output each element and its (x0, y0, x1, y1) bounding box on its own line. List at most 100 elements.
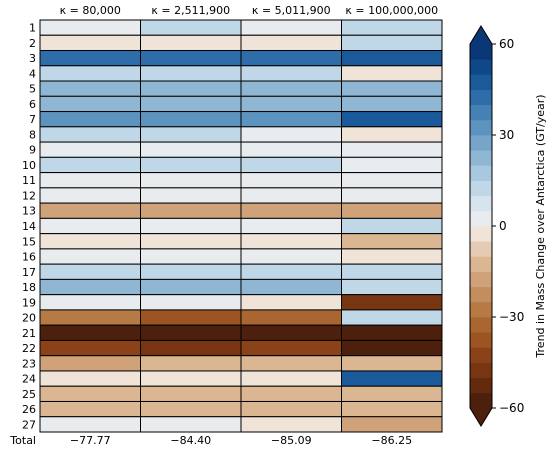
row-label: 26 (22, 403, 36, 416)
heatmap-cell (140, 202, 242, 219)
colorbar-extend-min (470, 408, 492, 426)
heatmap-cell (39, 339, 141, 357)
heatmap-cell (240, 141, 342, 158)
heatmap-cell (39, 278, 141, 296)
heatmap-cell (140, 34, 242, 52)
heatmap-cell (240, 339, 342, 357)
heatmap-cell (341, 248, 443, 265)
heatmap-cell (39, 172, 141, 189)
heatmap-cell (140, 80, 242, 97)
row-label: 22 (22, 342, 36, 355)
heatmap-cell (140, 309, 242, 326)
heatmap-cell (39, 50, 141, 67)
total-value: −85.09 (271, 434, 312, 447)
row-label: 19 (22, 296, 36, 309)
heatmap-cell (240, 95, 342, 113)
heatmap-cell (39, 233, 141, 250)
heatmap-cell (140, 111, 242, 128)
heatmap-cell (39, 19, 141, 36)
heatmap-cell (341, 309, 443, 326)
heatmap-cell (341, 50, 443, 67)
row-label: 7 (29, 113, 36, 126)
heatmap-cell (240, 324, 342, 341)
row-label: 17 (22, 266, 36, 279)
colorbar-tick-label: 30 (499, 128, 514, 142)
column-header: κ = 80,000 (60, 4, 121, 17)
heatmap-cell (341, 294, 443, 311)
heatmap-cell (39, 416, 141, 433)
heatmap-cell (341, 355, 443, 372)
heatmap-cell (140, 248, 242, 265)
heatmap-cell (39, 217, 141, 235)
heatmap-cell (240, 385, 342, 402)
colorbar-tick-label: 60 (499, 37, 514, 51)
heatmap-cell (341, 111, 443, 128)
column-header: κ = 100,000,000 (345, 4, 438, 17)
heatmap-cell (240, 400, 342, 418)
heatmap-cell (39, 248, 141, 265)
colorbar: 60 30 0 −30 −60 (469, 25, 524, 427)
row-label: 27 (22, 418, 36, 431)
heatmap-cell (240, 217, 342, 235)
heatmap-cell (240, 233, 342, 250)
column-header: κ = 5,011,900 (252, 4, 331, 17)
heatmap-cell (140, 278, 242, 296)
row-label: 8 (29, 128, 36, 141)
row-label: 21 (22, 327, 36, 340)
colorbar-segment (470, 150, 492, 166)
heatmap-cell (39, 187, 141, 204)
row-label: 9 (29, 144, 36, 157)
heatmap-cell (341, 370, 443, 387)
totals-row: Total −77.77 −84.40 −85.09 −86.25 (9, 434, 412, 447)
heatmap-cell (341, 34, 443, 52)
heatmap-cell (140, 324, 242, 341)
heatmap-cell (140, 370, 242, 387)
heatmap-cells (39, 19, 443, 433)
row-label: 15 (22, 235, 36, 248)
heatmap-cell (39, 309, 141, 326)
heatmap-cell (39, 111, 141, 128)
heatmap-cell (240, 19, 342, 36)
colorbar-segment (470, 74, 492, 90)
colorbar-extend-max (470, 26, 492, 44)
colorbar-segment (470, 241, 492, 257)
heatmap-cell (341, 278, 443, 296)
heatmap-cell (240, 309, 342, 326)
colorbar-tick-label: 0 (499, 219, 507, 233)
heatmap-cell (39, 65, 141, 82)
heatmap-cell (341, 324, 443, 341)
heatmap-cell (39, 385, 141, 402)
heatmap-cell (240, 111, 342, 128)
row-label: 14 (22, 220, 36, 233)
heatmap-cell (39, 202, 141, 219)
heatmap-cell (240, 80, 342, 97)
colorbar-segment (470, 59, 492, 75)
heatmap-cell (240, 126, 342, 143)
heatmap-cell (140, 126, 242, 143)
heatmap-cell (240, 50, 342, 67)
row-label: 1 (29, 22, 36, 35)
heatmap-cell (140, 233, 242, 250)
heatmap-cell (39, 263, 141, 280)
row-label: 5 (29, 83, 36, 96)
heatmap-cell (39, 156, 141, 174)
heatmap-cell (341, 141, 443, 158)
heatmap-cell (140, 217, 242, 235)
colorbar-tick-label: −30 (499, 310, 524, 324)
heatmap-cell (341, 172, 443, 189)
heatmap-cell (240, 34, 342, 52)
heatmap-cell (140, 263, 242, 280)
row-label: 16 (22, 251, 36, 264)
heatmap-cell (341, 385, 443, 402)
heatmap-cell (140, 355, 242, 372)
colorbar-segment (470, 165, 492, 181)
colorbar-segment (470, 347, 492, 363)
heatmap-cell (240, 263, 342, 280)
heatmap-cell (140, 95, 242, 113)
colorbar-segment (470, 332, 492, 348)
heatmap-cell (240, 278, 342, 296)
row-label: 25 (22, 388, 36, 401)
heatmap-cell (140, 156, 242, 174)
heatmap-cell (341, 65, 443, 82)
